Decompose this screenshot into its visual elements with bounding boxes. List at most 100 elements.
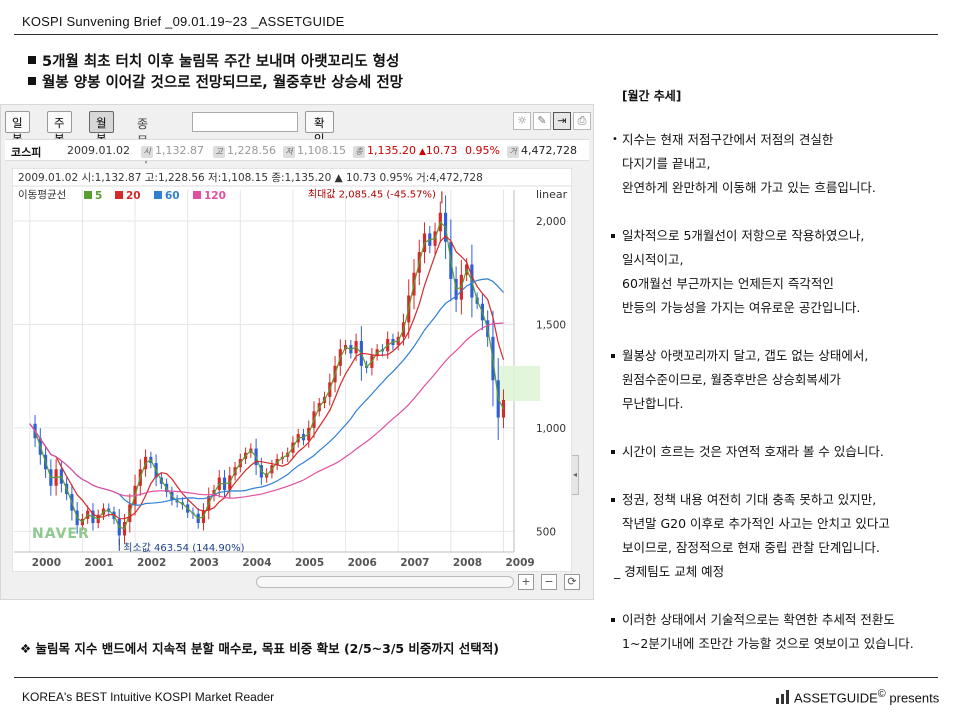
ma-legend-swatch	[193, 191, 201, 199]
daily-tab[interactable]: 일봉	[5, 111, 30, 146]
weekly-tab[interactable]: 주봉	[47, 111, 72, 146]
ma-legend-period: 60	[165, 190, 180, 202]
y-tick-label: 500	[536, 526, 556, 538]
high-tag: 고	[213, 146, 225, 158]
high-number: 1,228.56	[227, 144, 276, 157]
index-name: 코스피	[11, 146, 42, 159]
x-tick-label: 2009	[505, 557, 534, 569]
ma-line-120	[29, 322, 504, 499]
expand-icon[interactable]: ⇥	[553, 112, 571, 130]
ma-legend-swatch	[115, 191, 123, 199]
point-5-line: 작년말 G20 이후로 추가적인 사고는 안치고 있다고	[622, 516, 890, 531]
low-number: 1,108.15	[297, 144, 346, 157]
x-tick-label: 2008	[453, 557, 482, 569]
max-annotation: 최대값 2,085.45 (-45.57%)	[308, 188, 436, 200]
header-divider	[14, 34, 938, 35]
point-3: 월봉상 아랫꼬리까지 달고, 갭도 없는 상태에서, 원점수준이므로, 월중후반…	[610, 344, 868, 416]
point-2-line: 일차적으로 5개월선이 저항으로 작용하였으나,	[622, 228, 865, 243]
volume-tag: 거	[507, 146, 519, 158]
confirm-button[interactable]: 확인	[305, 111, 334, 146]
point-1-line: 완연하게 완만하게 이동해 가고 있는 흐름입니다.	[622, 180, 876, 195]
chart-background	[12, 168, 572, 572]
ma-line-5	[29, 220, 505, 530]
highlight-zone	[498, 365, 541, 401]
headline-2-text: 월봉 양봉 이어갈 것으로 전망되므로, 월중후반 상승세 전망	[42, 75, 404, 91]
zoom-out-button[interactable]: −	[541, 574, 557, 590]
y-tick-label: 2,000	[536, 216, 566, 228]
commentary-title: [월간 추세]	[622, 89, 682, 103]
point-5-line: _ 경제팀도 교체 예정	[614, 564, 725, 579]
zoom-in-button[interactable]: +	[518, 574, 534, 590]
point-3-line: 무난합니다.	[622, 396, 684, 411]
point-3-line: 원점수준이므로, 월중후반은 상승회복세가	[622, 372, 841, 387]
square-bullet-icon	[611, 354, 615, 358]
high-value: 고 1,228.56	[213, 144, 276, 158]
ma-legend-swatch	[154, 191, 162, 199]
scroll-right-handle[interactable]: ◂	[571, 455, 579, 495]
quote-date: 2009.01.02	[67, 144, 130, 157]
point-1-line: 다지기를 끝내고,	[622, 156, 711, 171]
square-bullet-icon	[28, 56, 36, 64]
reset-button[interactable]: ⟳	[564, 574, 580, 590]
change-number: 10.73	[425, 144, 458, 157]
x-tick-label: 2007	[400, 557, 429, 569]
open-value: 시 1,132.87	[141, 144, 204, 158]
ma-legend-swatch	[84, 191, 92, 199]
headline-1-text: 5개월 최초 터치 이후 눌림목 주간 보내며 아랫꼬리도 형성	[42, 54, 400, 70]
square-bullet-icon	[28, 77, 36, 85]
chart-scrollbar[interactable]	[256, 576, 514, 588]
x-tick-label: 2004	[242, 557, 271, 569]
close-tag: 종	[353, 146, 365, 158]
footer-tagline: KOREA's BEST Intuitive KOSPI Market Read…	[22, 690, 275, 704]
ma-legend-period: 5	[95, 190, 102, 202]
square-bullet-icon	[611, 450, 615, 454]
dot-bullet-icon: •	[612, 134, 618, 145]
print-icon[interactable]: ⎙	[573, 112, 591, 130]
headline-list: 5개월 최초 터치 이후 눌림목 주간 보내며 아랫꼬리도 형성 월봉 양봉 이…	[28, 52, 403, 94]
point-6: 이러한 상태에서 기술적으로는 확연한 추세적 전환도 1~2분기내에 조만간 …	[610, 608, 914, 656]
close-value: 종 1,135.20	[353, 144, 416, 158]
ma-line-20	[29, 235, 505, 520]
brand-name: ASSETGUIDE	[794, 690, 878, 706]
point-5: 정권, 정책 내용 여전히 기대 충족 못하고 있지만, 작년말 G20 이후로…	[610, 488, 890, 584]
low-value: 저 1,108.15	[283, 144, 346, 158]
x-tick-label: 2002	[137, 557, 166, 569]
volume-number: 4,472,728	[521, 144, 577, 157]
ma-legend-title: 이동평균선	[18, 189, 66, 201]
chart-info-line: 2009.01.02 시:1,132.87 고:1,228.56 저:1,108…	[18, 172, 483, 184]
bulb-icon[interactable]: ☼	[513, 112, 531, 130]
x-tick-label: 2001	[84, 557, 113, 569]
pen-icon[interactable]: ✎	[533, 112, 551, 130]
scale-label: linear	[536, 188, 568, 201]
point-1: • 지수는 현재 저점구간에서 저점의 견실한 다지기를 끝내고, 완연하게 완…	[610, 128, 876, 200]
volume-value: 거 4,472,728	[507, 144, 577, 158]
change-pct: 0.95%	[465, 144, 500, 157]
point-2-line: 일시적이고,	[622, 252, 684, 267]
kospi-monthly-chart: 2009.01.02 시:1,132.87 고:1,228.56 저:1,108…	[12, 168, 572, 572]
y-tick-label: 1,500	[536, 319, 566, 331]
square-bullet-icon	[611, 498, 615, 502]
x-tick-label: 2003	[190, 557, 219, 569]
point-5-line: 보이므로, 잠정적으로 현재 중립 관찰 단계입니다.	[622, 540, 880, 555]
quote-infobar: 코스피 2009.01.02 시 1,132.87 고 1,228.56 저 1,10…	[5, 139, 589, 161]
point-1-line: 지수는 현재 저점구간에서 저점의 견실한	[622, 132, 834, 147]
point-3-line: 월봉상 아랫꼬리까지 달고, 갭도 없는 상태에서,	[622, 348, 869, 363]
registered-mark: ©	[877, 688, 886, 700]
point-6-line: 이러한 상태에서 기술적으로는 확연한 추세적 전환도	[622, 612, 895, 627]
point-4: 시간이 흐르는 것은 자연적 호재라 볼 수 있습니다.	[610, 440, 884, 464]
compare-input[interactable]	[192, 112, 298, 132]
square-bullet-icon	[611, 234, 615, 238]
open-tag: 시	[141, 146, 153, 158]
y-tick-label: 1,000	[536, 423, 566, 435]
ma-legend-period: 20	[126, 190, 141, 202]
strategy-note: ❖ 눌림목 지수 밴드에서 지속적 분할 매수로, 목표 비중 확보 (2/5~…	[20, 641, 499, 656]
point-6-line: 1~2분기내에 조만간 가능할 것으로 엿보이고 있습니다.	[622, 636, 914, 651]
up-triangle-icon: ▲	[419, 147, 426, 157]
ma-legend-period: 120	[204, 190, 226, 202]
low-tag: 저	[283, 146, 295, 158]
document-title: KOSPI Sunvening Brief _09.01.19~23 _ASSE…	[22, 14, 345, 29]
x-tick-label: 2005	[295, 557, 324, 569]
monthly-tab[interactable]: 월봉	[89, 111, 114, 146]
point-2-line: 60개월선 부근까지는 언제든지 즉각적인	[622, 276, 834, 291]
x-tick-label: 2006	[348, 557, 377, 569]
